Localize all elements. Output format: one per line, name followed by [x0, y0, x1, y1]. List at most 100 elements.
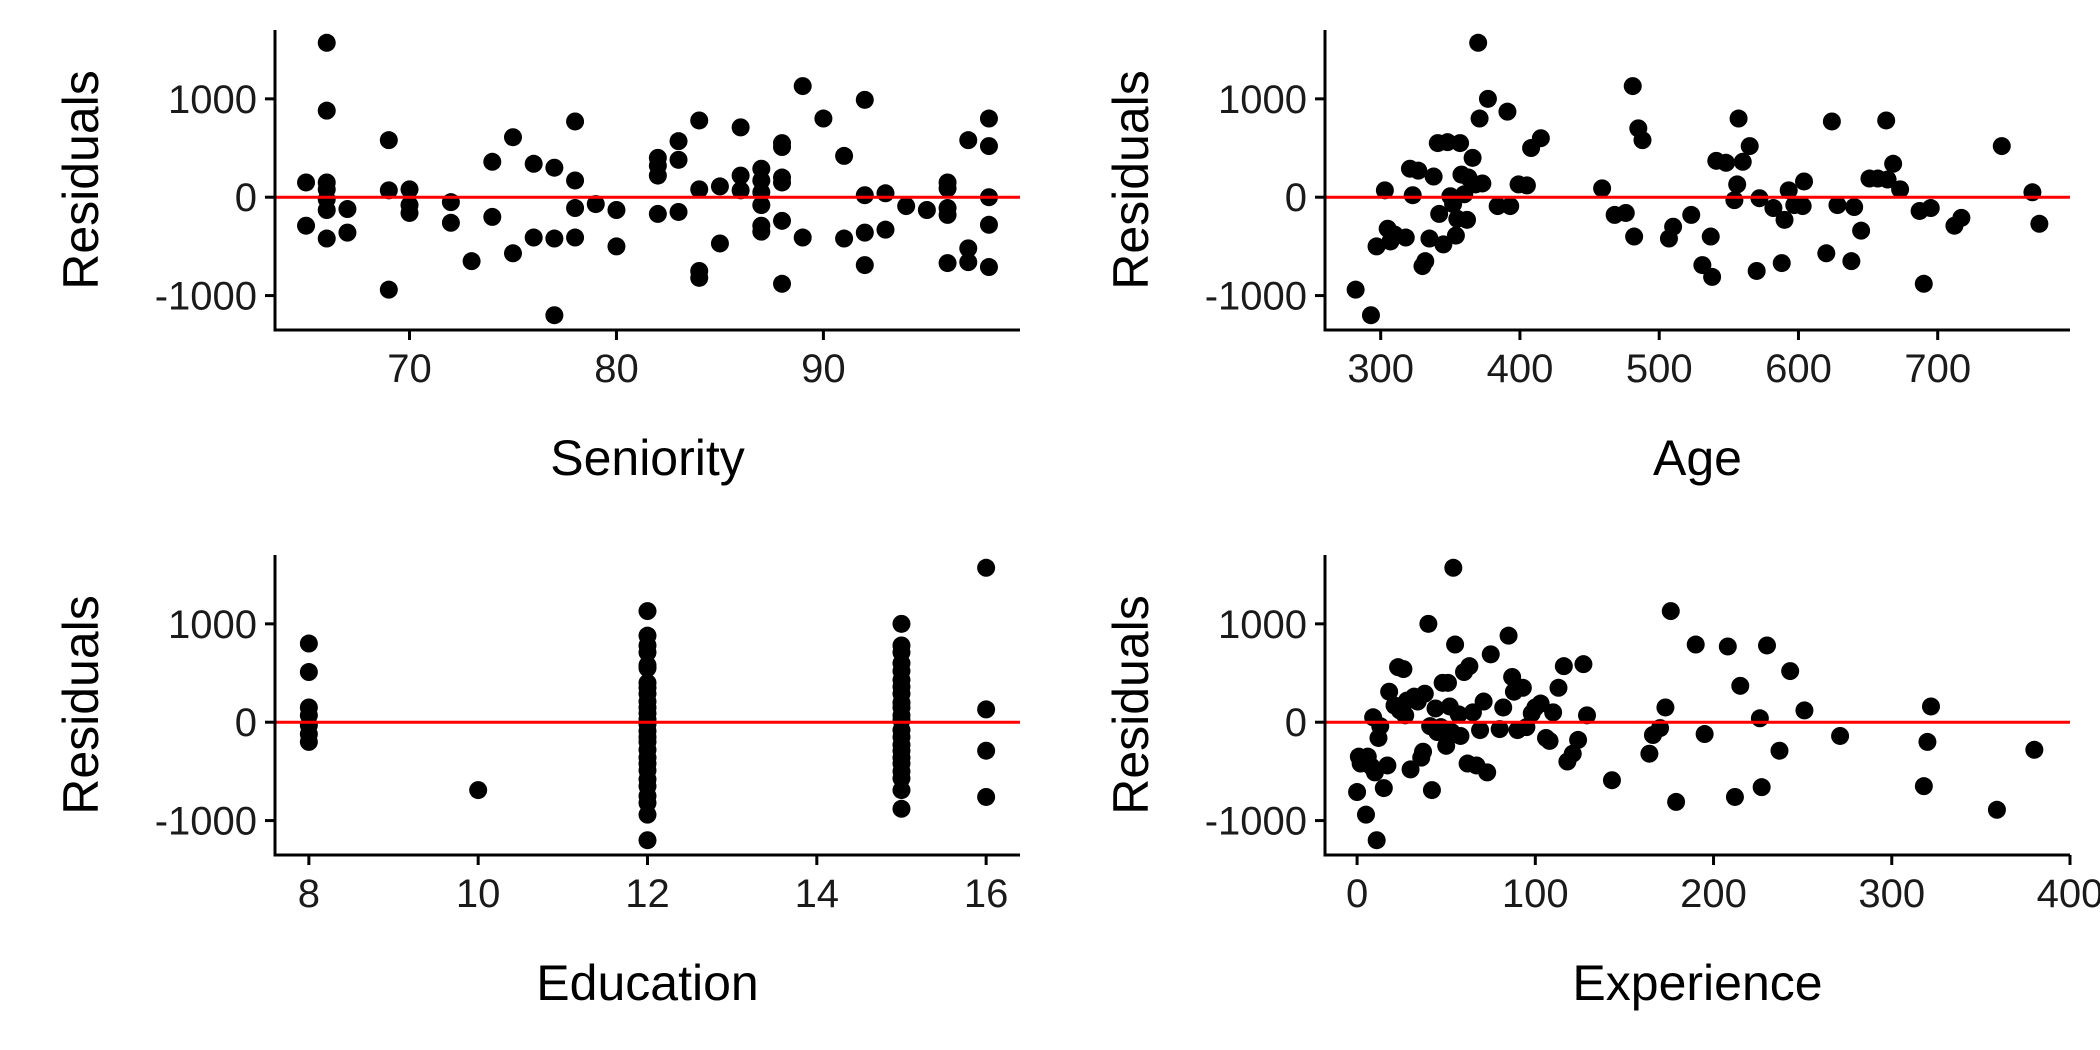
data-point — [566, 228, 585, 247]
data-point — [1747, 261, 1766, 280]
data-point — [752, 196, 771, 215]
points — [1348, 558, 2044, 850]
data-point — [897, 197, 916, 216]
data-point — [855, 186, 874, 205]
x-tick-label: 12 — [625, 872, 670, 916]
data-point — [1531, 694, 1550, 713]
y-axis-title: Residuals — [53, 595, 109, 815]
data-point — [1396, 228, 1415, 247]
data-point — [1498, 102, 1517, 121]
data-point — [814, 109, 833, 128]
data-point — [503, 244, 522, 263]
data-point — [1921, 697, 1940, 716]
data-point — [1414, 742, 1433, 761]
data-point — [1728, 175, 1747, 194]
axis-lines — [1323, 30, 2070, 332]
data-point — [638, 805, 657, 824]
data-point — [1682, 205, 1701, 224]
points — [1346, 33, 2049, 325]
data-point — [297, 173, 316, 192]
data-point — [503, 128, 522, 147]
data-point — [1779, 181, 1798, 200]
data-point — [1686, 635, 1705, 654]
data-point — [1367, 831, 1386, 850]
data-point — [566, 112, 585, 131]
data-point — [1544, 703, 1563, 722]
data-point — [1921, 199, 1940, 218]
data-point — [1451, 134, 1470, 153]
data-point — [1471, 721, 1490, 740]
data-point — [1563, 744, 1582, 763]
data-point — [1458, 210, 1477, 229]
data-point — [1770, 741, 1789, 760]
data-point — [835, 229, 854, 248]
data-point — [979, 137, 998, 156]
x-axis-title: Education — [536, 955, 758, 1011]
data-point — [1718, 637, 1737, 656]
data-point — [1446, 635, 1465, 654]
data-point — [1992, 137, 2011, 156]
data-point — [1444, 558, 1463, 577]
data-point — [1375, 181, 1394, 200]
y-tick-label: -1000 — [155, 800, 257, 844]
x-tick-label: 0 — [1346, 872, 1368, 916]
data-point — [1424, 167, 1443, 186]
data-point — [938, 205, 957, 224]
x-ticks: 300 400 500 600 700 — [1347, 330, 1971, 391]
data-point — [1478, 89, 1497, 108]
data-point — [1758, 636, 1777, 655]
data-point — [1918, 732, 1937, 751]
x-tick-label: 400 — [1487, 347, 1554, 391]
data-point — [977, 700, 996, 719]
data-point — [1438, 673, 1457, 692]
data-point — [1795, 701, 1814, 720]
data-point — [1371, 717, 1390, 736]
data-point — [979, 258, 998, 277]
data-point — [1781, 662, 1800, 681]
data-point — [1474, 692, 1493, 711]
data-point — [638, 659, 657, 678]
data-point — [1569, 730, 1588, 749]
data-point — [586, 195, 605, 214]
data-point — [1701, 227, 1720, 246]
x-ticks: 0 100 200 300 400 — [1346, 855, 2100, 916]
data-point — [648, 204, 667, 223]
data-point — [1703, 267, 1722, 286]
data-point — [1640, 744, 1659, 763]
data-point — [1656, 698, 1675, 717]
data-point — [317, 101, 336, 120]
data-point — [1430, 204, 1449, 223]
y-axis-title: Residuals — [1103, 595, 1159, 815]
data-point — [1460, 657, 1479, 676]
data-point — [1361, 306, 1380, 325]
y-ticks: -1000 0 1000 — [1205, 78, 1325, 319]
data-point — [1616, 203, 1635, 222]
y-tick-label: 1000 — [1218, 603, 1307, 647]
data-point — [1750, 709, 1769, 728]
data-point — [638, 831, 657, 850]
data-point — [299, 663, 318, 682]
data-point — [1793, 197, 1812, 216]
data-point — [607, 201, 626, 219]
data-point — [917, 201, 936, 219]
data-point — [379, 280, 398, 299]
data-point — [1409, 161, 1428, 180]
data-point — [338, 200, 357, 219]
points — [297, 33, 998, 325]
data-point — [959, 253, 978, 272]
x-tick-label: 400 — [2037, 872, 2100, 916]
panel-education: 8 10 12 14 16 -1000 0 1000 Education Residuals — [53, 555, 1020, 1011]
data-point — [892, 781, 911, 800]
data-point — [1451, 726, 1470, 745]
x-axis-title: Seniority — [550, 430, 745, 486]
data-point — [938, 179, 957, 198]
data-point — [1374, 779, 1393, 798]
data-point — [690, 268, 709, 287]
data-point — [1795, 172, 1814, 191]
data-point — [545, 229, 564, 248]
data-point — [938, 254, 957, 273]
data-point — [1661, 602, 1680, 621]
axis-lines — [273, 30, 1020, 332]
data-point — [299, 732, 318, 751]
